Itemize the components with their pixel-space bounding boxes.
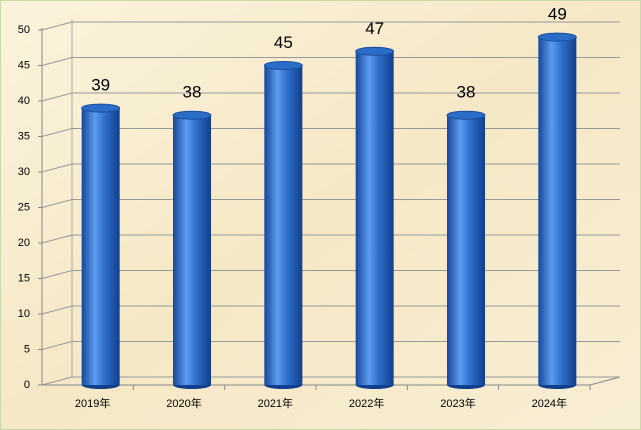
bar — [537, 32, 577, 389]
x-tick-label: 2021年 — [258, 396, 293, 410]
value-label: 38 — [183, 83, 202, 102]
bar-top — [172, 110, 212, 120]
y-tick-label: 10 — [18, 308, 30, 320]
bar — [172, 110, 212, 389]
x-tick-label: 2024年 — [532, 396, 567, 410]
bar — [355, 46, 395, 389]
bar — [263, 61, 303, 389]
grid: 0 5 10 15 20 25 30 35 40 45 50 — [18, 20, 621, 391]
grid-line — [41, 234, 73, 244]
bar-top — [81, 103, 121, 113]
bar-top — [263, 61, 303, 70]
x-tick-label: 2020年 — [166, 396, 201, 410]
y-tick-label: 30 — [18, 166, 30, 178]
value-label: 45 — [274, 33, 293, 52]
bar-body — [173, 115, 211, 385]
x-tick-label: 2022年 — [349, 396, 384, 410]
value-label: 47 — [365, 19, 384, 38]
plot: 2019年 39 2020年 38 2021年 45 2022年 47 2023年 38 2024年… — [75, 5, 577, 410]
value-label: 49 — [548, 5, 567, 24]
value-label: 38 — [457, 83, 476, 102]
bar-body — [81, 108, 120, 385]
grid-line — [41, 341, 73, 350]
bar-body — [355, 51, 394, 386]
grid-line — [41, 305, 73, 315]
bar-body — [447, 115, 485, 385]
bar-body — [264, 65, 303, 385]
y-tick-label: 40 — [18, 95, 30, 107]
bar-top — [355, 46, 395, 56]
y-tick-label: 25 — [18, 201, 30, 213]
x-tick-label: 2023年 — [440, 396, 475, 410]
bar-top — [537, 32, 577, 42]
grid-line — [41, 163, 73, 173]
bar-body — [538, 37, 577, 385]
bar-top — [446, 110, 486, 120]
grid-line — [41, 57, 73, 66]
grid-line — [41, 270, 73, 279]
y-tick-label: 20 — [18, 237, 30, 249]
value-label: 39 — [91, 76, 110, 95]
grid-line — [41, 128, 73, 137]
y-tick-label: 0 — [24, 379, 30, 391]
grid-line — [41, 376, 73, 386]
y-tick-label: 5 — [24, 343, 30, 355]
grid-line — [41, 92, 73, 102]
x-tick-label: 2019年 — [75, 396, 110, 410]
bar — [81, 103, 121, 389]
bar — [446, 110, 486, 389]
y-tick-label: 45 — [18, 59, 30, 71]
y-tick-label: 50 — [18, 24, 30, 36]
grid-line — [41, 21, 73, 31]
y-tick-label: 15 — [18, 272, 30, 284]
grid-line — [41, 199, 73, 208]
y-tick-label: 35 — [18, 130, 30, 142]
